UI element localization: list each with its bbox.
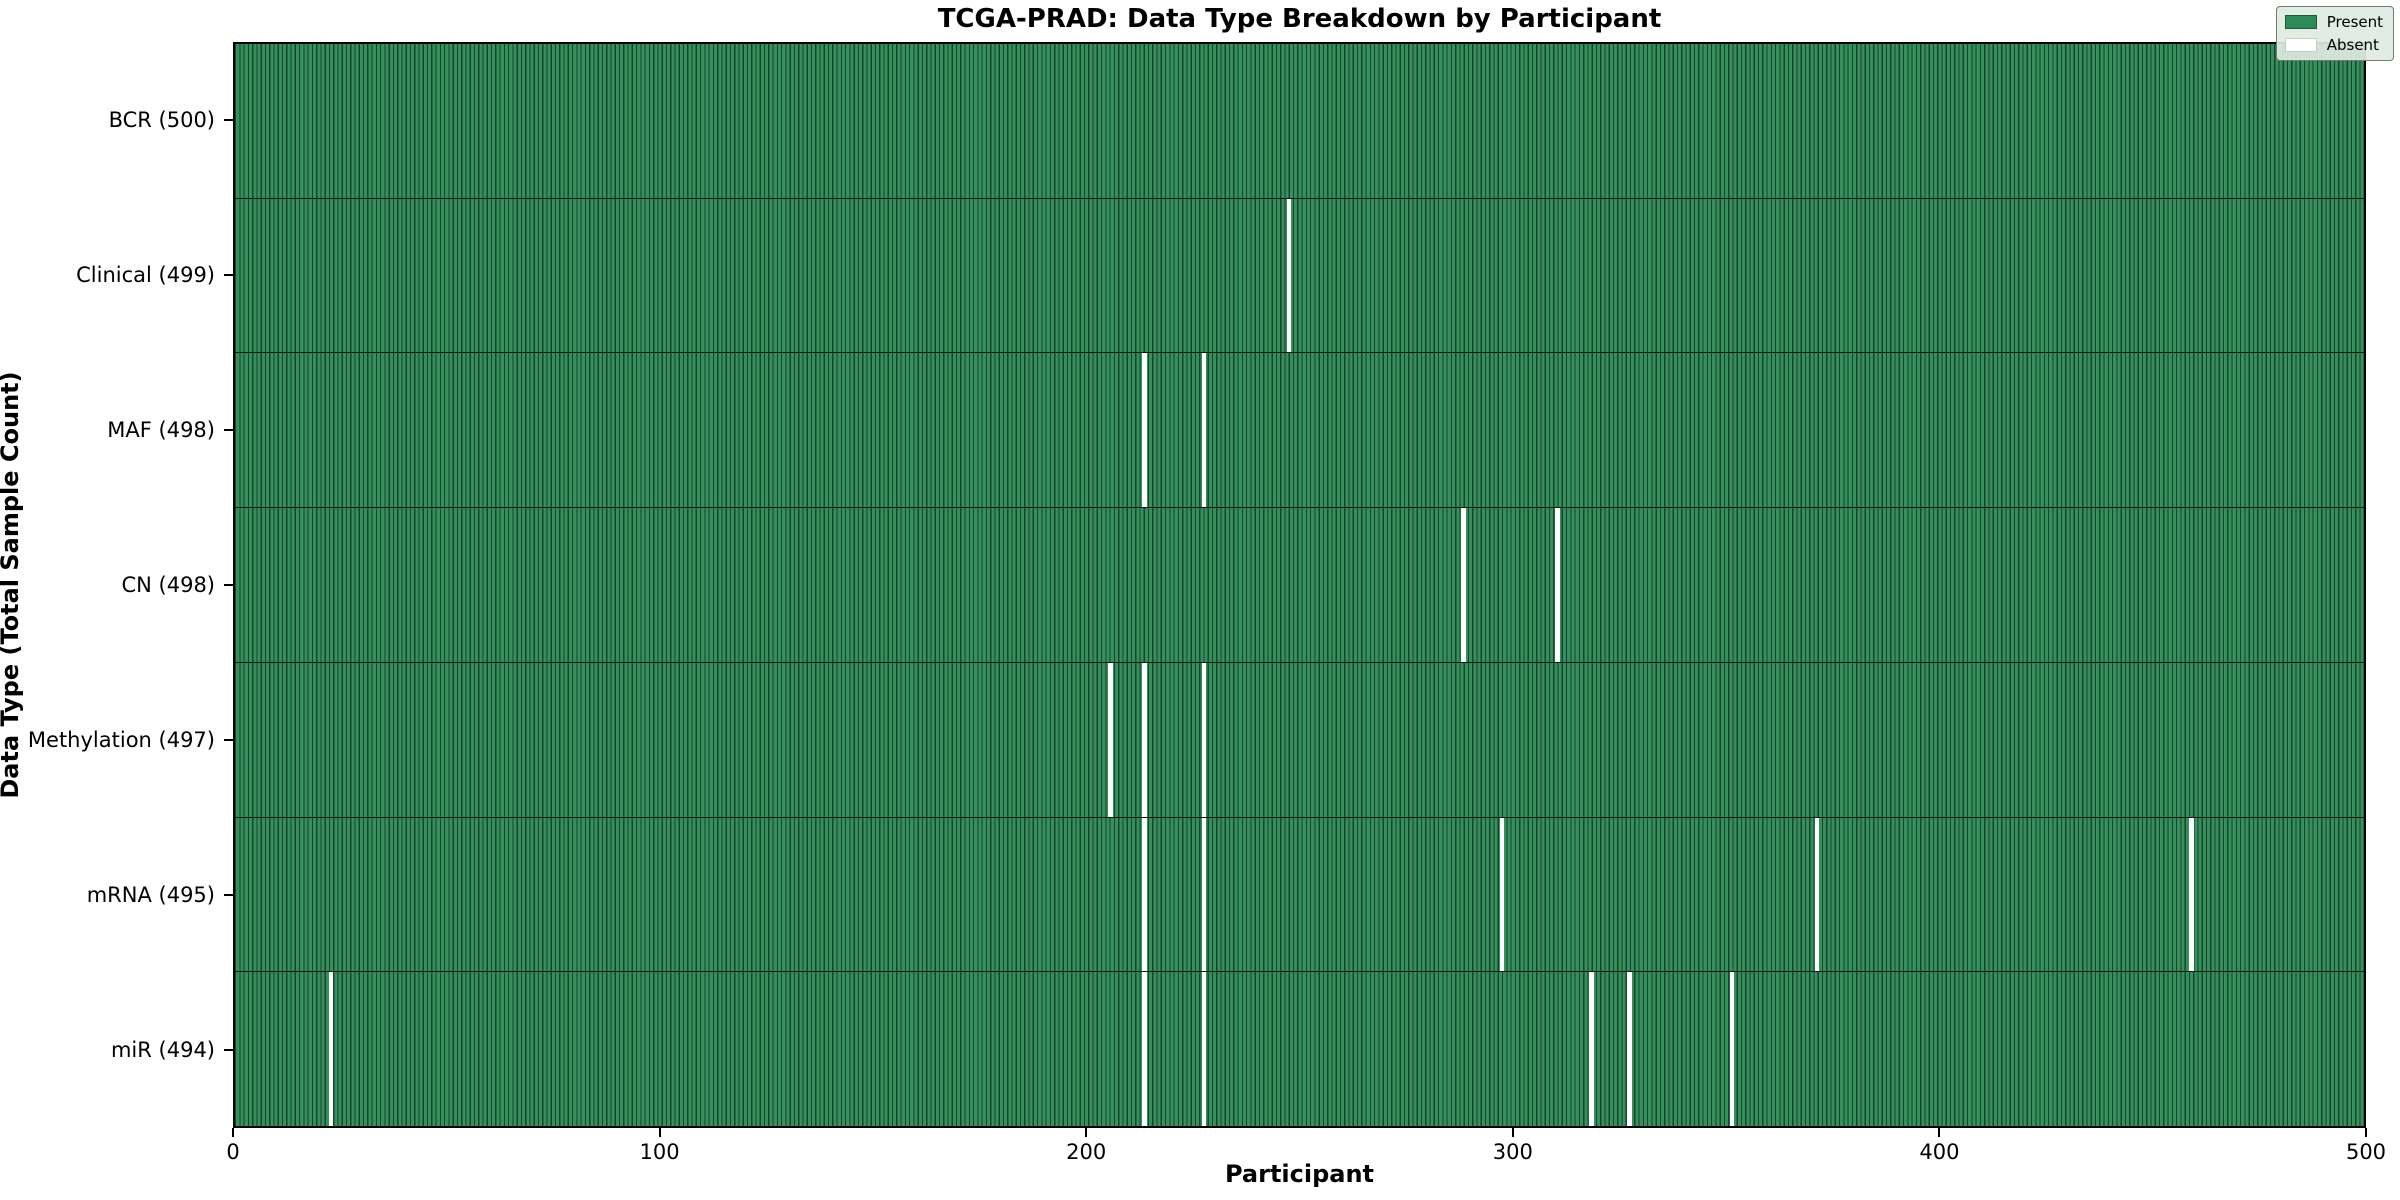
x-tick-label: 500 — [2345, 1140, 2387, 1164]
x-tick-label: 200 — [1066, 1140, 1107, 1164]
x-tick-label: 100 — [639, 1140, 680, 1164]
absent-cell — [328, 972, 334, 1127]
absent-cell — [1201, 353, 1207, 508]
absent-cell — [1141, 817, 1147, 972]
absent-cell — [1107, 662, 1113, 817]
y-tick-label: CN (498) — [121, 573, 215, 597]
y-tick-mark — [224, 584, 233, 586]
x-tick-mark — [658, 1128, 661, 1137]
legend-label-absent: Absent — [2326, 36, 2379, 54]
heatmap-row-miR — [235, 971, 2364, 1127]
heatmap-row-MAF — [235, 352, 2364, 508]
plot-area — [233, 42, 2366, 1128]
y-axis-tick-labels: BCR (500) Clinical (499) MAF (498) CN (498)… — [0, 42, 233, 1128]
y-tick-label: Clinical (499) — [76, 262, 215, 287]
absent-cell — [1286, 198, 1292, 353]
legend: Present Absent — [2275, 6, 2394, 61]
absent-cell — [1814, 817, 1820, 972]
x-tick-mark — [1938, 1128, 1941, 1137]
x-axis-tick-labels: 0 100 200 300 400 500 — [226, 1128, 2386, 1188]
legend-swatch-absent-icon — [2284, 38, 2317, 52]
absent-cell — [1627, 972, 1633, 1127]
absent-cell — [1201, 817, 1207, 972]
heatmap-row-Methylation — [235, 661, 2364, 817]
absent-cell — [1201, 662, 1207, 817]
absent-cell — [2189, 817, 2195, 972]
absent-cell — [1461, 508, 1466, 662]
x-tick-mark — [232, 1128, 234, 1137]
x-tick-label: 300 — [1492, 1140, 1533, 1164]
x-tick-label: 0 — [226, 1140, 240, 1164]
heatmap-row-CN — [235, 507, 2364, 662]
y-tick-mark — [224, 1049, 233, 1052]
heatmap-row-Clinical — [235, 197, 2364, 353]
absent-cell — [1589, 972, 1594, 1127]
absent-cell — [1141, 662, 1147, 817]
absent-cell — [1499, 817, 1505, 972]
legend-item-present: Present — [2284, 13, 2383, 31]
heatmap-row-BCR — [235, 44, 2364, 198]
absent-cell — [1729, 972, 1735, 1127]
absent-cell — [1141, 972, 1147, 1127]
x-axis-label: Participant — [1224, 1160, 1375, 1188]
x-tick-label: 400 — [1919, 1140, 1960, 1164]
legend-label-present: Present — [2326, 13, 2383, 31]
y-tick-mark — [224, 428, 233, 431]
y-tick-mark — [224, 118, 233, 121]
y-tick-mark — [224, 273, 233, 276]
y-tick-mark — [224, 894, 233, 897]
y-tick-label: miR (494) — [110, 1038, 215, 1063]
y-tick-label: mRNA (495) — [86, 883, 215, 908]
legend-swatch-present-icon — [2284, 15, 2317, 29]
x-tick-mark — [2365, 1128, 2367, 1137]
chart-title: TCGA-PRAD: Data Type Breakdown by Partic… — [937, 4, 1662, 34]
y-tick-label: MAF (498) — [107, 417, 215, 442]
x-tick-mark — [1085, 1128, 1088, 1137]
y-tick-label: Methylation (497) — [27, 728, 215, 753]
absent-cell — [1141, 353, 1147, 508]
absent-cell — [1201, 972, 1207, 1127]
heatmap-row-mRNA — [235, 816, 2364, 972]
x-tick-mark — [1511, 1128, 1514, 1137]
legend-item-absent: Absent — [2284, 36, 2383, 54]
y-tick-mark — [224, 739, 233, 742]
absent-cell — [1554, 508, 1560, 662]
y-tick-label: BCR (500) — [108, 107, 215, 132]
